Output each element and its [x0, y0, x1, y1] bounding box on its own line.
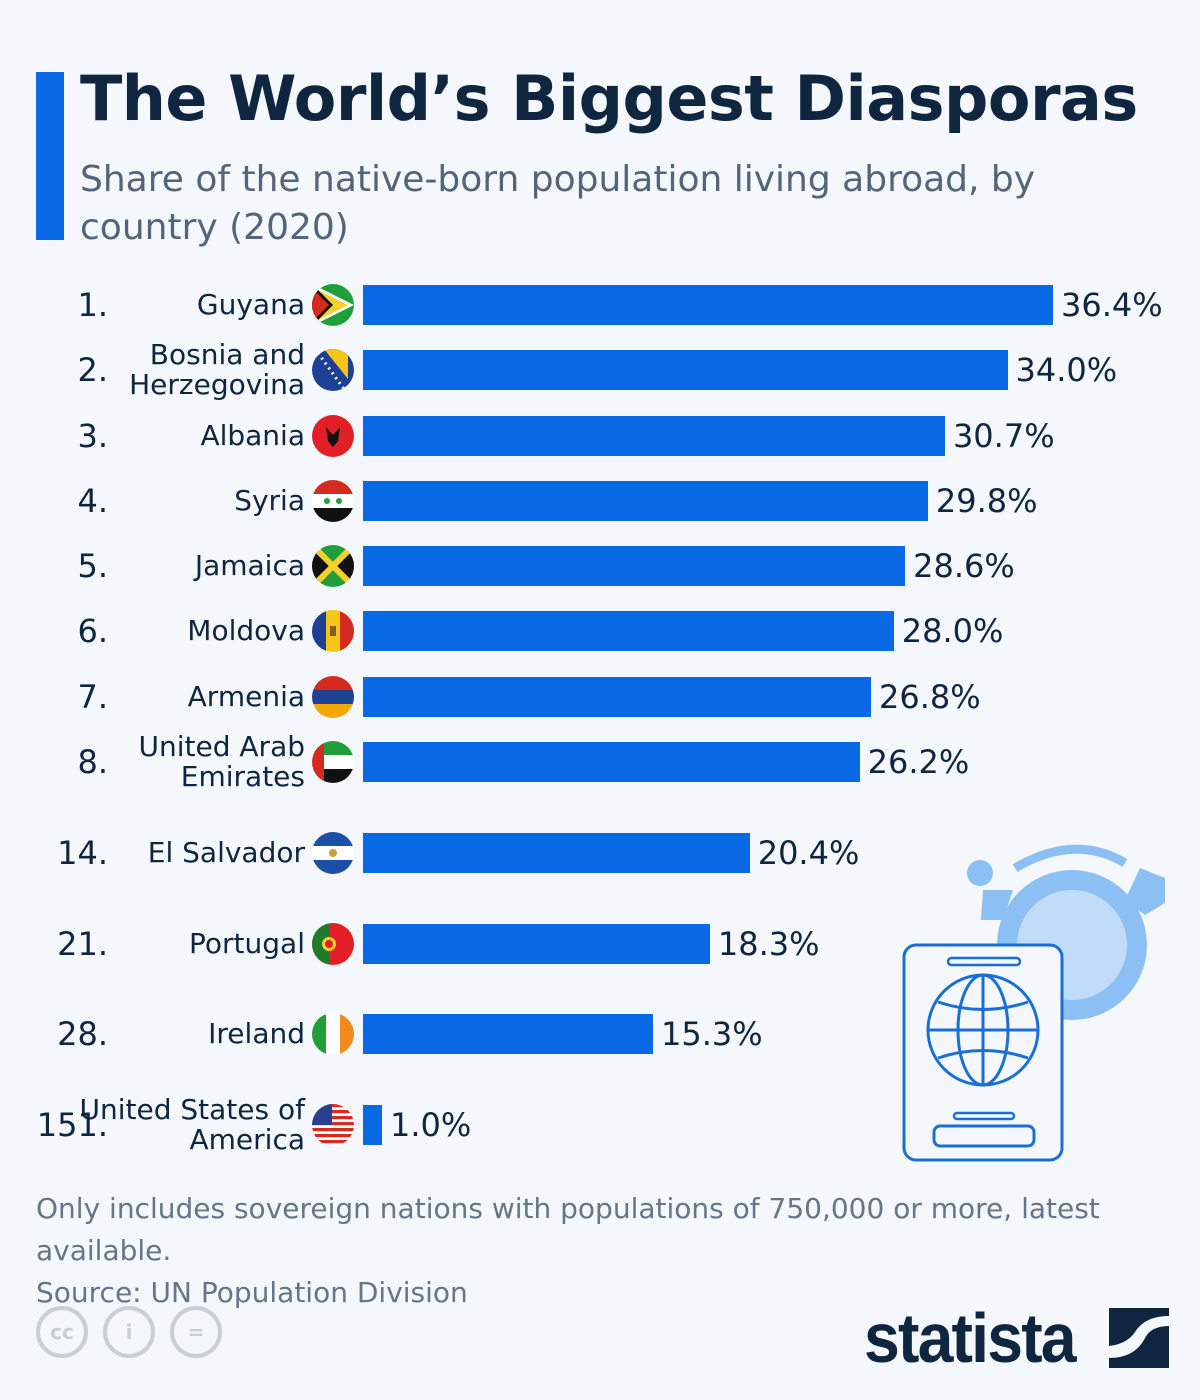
bar-row: 14. El Salvador 20.4% [0, 823, 1200, 883]
country-label: Syria [234, 484, 305, 517]
country-label: Jamaica [194, 549, 305, 582]
statista-wordmark: statista [864, 1299, 1077, 1377]
no-derivatives-icon[interactable]: = [170, 1306, 222, 1358]
bar [363, 742, 860, 782]
rank-label: 7. [77, 678, 108, 716]
bar [363, 611, 894, 651]
rank-label: 4. [77, 482, 108, 520]
portugal-flag-icon [312, 923, 354, 965]
country-label: Bosnia and Herzegovina [129, 338, 305, 401]
country-label: Albania [200, 419, 305, 452]
bar [363, 481, 928, 521]
value-label: 28.0% [901, 612, 1004, 650]
bar-row: 151. United States of America 1.0% [0, 1095, 1200, 1155]
value-label: 28.6% [913, 547, 1015, 585]
country-label: El Salvador [147, 836, 305, 869]
rank-label: 21. [57, 925, 108, 963]
value-label: 29.8% [935, 482, 1038, 520]
value-label: 26.8% [879, 678, 981, 716]
passport-globe-illustration [902, 844, 1165, 1162]
country-label: United States of America [79, 1093, 306, 1156]
rank-label: 6. [77, 612, 108, 650]
bar-row: 8. United Arab Emirates 26.2% [0, 732, 1200, 792]
value-label: 34.0% [1015, 351, 1118, 389]
rank-label: 8. [77, 743, 108, 781]
country-label: Ireland [208, 1017, 305, 1050]
armenia-flag-icon [312, 676, 354, 718]
moldova-flag-icon [312, 610, 354, 652]
bar [363, 350, 1008, 390]
rank-label: 5. [77, 547, 108, 585]
bar [363, 1014, 654, 1054]
country-label: Guyana [196, 288, 305, 321]
value-label: 15.3% [661, 1015, 763, 1053]
bar-row: 5. Jamaica 28.6% [0, 536, 1200, 596]
bar [363, 285, 1053, 325]
jamaica-flag-icon [312, 545, 354, 587]
bar-row: 3. Albania 30.7% [0, 406, 1200, 466]
bar [363, 546, 906, 586]
footnote-text: Only includes sovereign nations with pop… [36, 1192, 1100, 1267]
albania-flag-icon [312, 415, 354, 457]
source-text: Source: UN Population Division [36, 1276, 468, 1309]
uae-flag-icon [312, 741, 354, 783]
bar [363, 833, 750, 873]
attribution-icon[interactable]: i [103, 1306, 155, 1358]
chart-subtitle: Share of the native-born population livi… [80, 159, 1036, 248]
value-label: 18.3% [717, 925, 820, 963]
rank-label: 1. [77, 286, 108, 324]
bar [363, 416, 945, 456]
country-label: Moldova [187, 614, 305, 647]
rank-label: 28. [57, 1015, 108, 1053]
license-icons: cc i = [36, 1306, 222, 1358]
bar-row: 28. Ireland 15.3% [0, 1004, 1200, 1064]
bar [363, 677, 872, 717]
bosnia-flag-icon [312, 349, 354, 391]
country-label: United Arab Emirates [138, 730, 306, 793]
syria-flag-icon [312, 480, 354, 522]
statista-logo[interactable]: statista [864, 1298, 1170, 1378]
bar-row: 7. Armenia 26.8% [0, 667, 1200, 727]
bar-row: 1. Guyana 36.4% [0, 275, 1200, 335]
guyana-flag-icon [312, 284, 354, 326]
title-accent-bar [36, 72, 64, 240]
value-label: 36.4% [1061, 286, 1163, 324]
ireland-flag-icon [312, 1013, 354, 1055]
bar-row: 2. Bosnia and Herzegovina 34.0% [0, 340, 1200, 400]
el-salvador-flag-icon [312, 832, 354, 874]
bar [363, 1105, 382, 1145]
cc-icon[interactable]: cc [36, 1306, 88, 1358]
bar-row: 4. Syria 29.8% [0, 471, 1200, 531]
country-label: Portugal [189, 927, 305, 960]
value-label: 26.2% [867, 743, 970, 781]
country-label: Armenia [187, 680, 305, 713]
value-label: 30.7% [952, 417, 1055, 455]
rank-label: 3. [77, 417, 108, 455]
chart-title: The World’s Biggest Diasporas [80, 62, 1138, 135]
rank-label: 14. [57, 834, 108, 872]
rank-label: 151. [36, 1106, 108, 1144]
rank-label: 2. [77, 351, 108, 389]
usa-flag-icon [312, 1104, 354, 1146]
bar [363, 924, 710, 964]
bar-row: 6. Moldova 28.0% [0, 601, 1200, 661]
bar-row: 21. Portugal 18.3% [0, 914, 1200, 974]
statista-logo-icon [1109, 1308, 1170, 1368]
value-label: 20.4% [757, 834, 860, 872]
value-label: 1.0% [389, 1106, 472, 1144]
footnote: Only includes sovereign nations with pop… [36, 1188, 1200, 1314]
